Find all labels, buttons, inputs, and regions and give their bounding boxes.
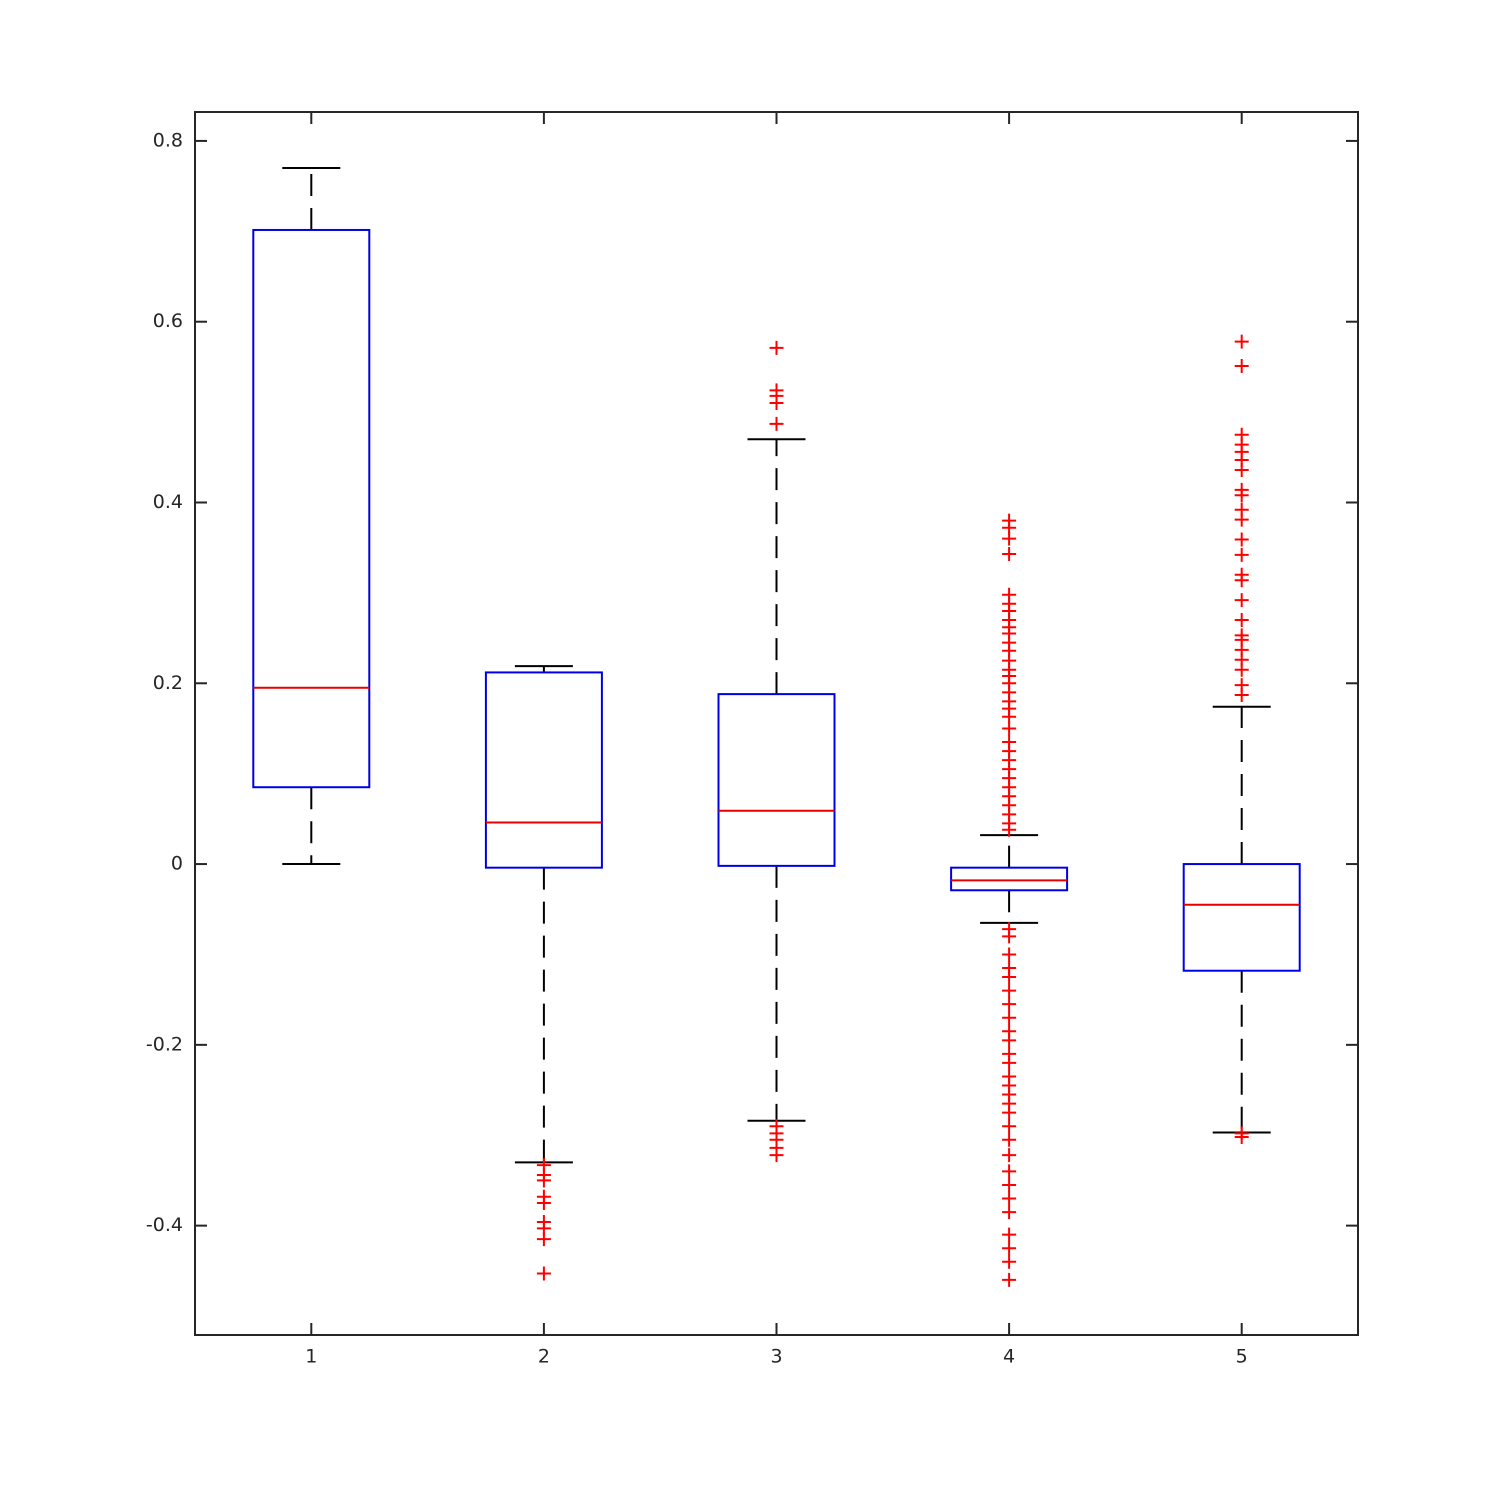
outlier bbox=[1002, 929, 1017, 944]
outlier bbox=[1002, 997, 1017, 1012]
y-tick-label: 0.6 bbox=[153, 310, 183, 332]
x-tick-label: 4 bbox=[1003, 1346, 1015, 1368]
outlier bbox=[1002, 1254, 1017, 1269]
outlier bbox=[1234, 488, 1249, 503]
outlier bbox=[1002, 1132, 1017, 1147]
outlier bbox=[1002, 721, 1017, 736]
outlier bbox=[536, 1196, 551, 1211]
outlier bbox=[1002, 1105, 1017, 1120]
outlier bbox=[1002, 970, 1017, 985]
outlier bbox=[1002, 1177, 1017, 1192]
y-tick-label: 0 bbox=[171, 853, 183, 875]
y-tick-label: 0.8 bbox=[153, 129, 183, 151]
outlier bbox=[1234, 573, 1249, 588]
outlier bbox=[1234, 512, 1249, 527]
outlier bbox=[769, 416, 784, 431]
outlier bbox=[1002, 547, 1017, 562]
outlier bbox=[1234, 462, 1249, 477]
outlier bbox=[1234, 688, 1249, 703]
x-tick-label: 1 bbox=[305, 1346, 317, 1368]
outlier bbox=[1002, 1272, 1017, 1287]
box bbox=[717, 693, 836, 867]
outlier bbox=[1002, 1227, 1017, 1242]
outlier bbox=[1002, 1033, 1017, 1048]
outlier bbox=[1234, 359, 1249, 374]
box bbox=[950, 866, 1069, 892]
outlier bbox=[1002, 1010, 1017, 1025]
x-tick-label: 3 bbox=[770, 1346, 782, 1368]
y-tick-label: 0.2 bbox=[153, 672, 183, 694]
y-tick-label: -0.4 bbox=[146, 1214, 183, 1236]
axes-frame bbox=[194, 111, 1359, 1336]
outlier bbox=[1002, 709, 1017, 724]
outlier bbox=[1002, 822, 1017, 837]
outlier bbox=[1002, 1241, 1017, 1256]
outlier bbox=[536, 1266, 551, 1281]
outlier bbox=[1234, 593, 1249, 608]
outlier bbox=[769, 340, 784, 355]
y-tick-label: -0.2 bbox=[146, 1033, 183, 1055]
outlier bbox=[1234, 547, 1249, 562]
outlier bbox=[769, 1148, 784, 1163]
outlier bbox=[1002, 1164, 1017, 1179]
outlier bbox=[1234, 662, 1249, 677]
box bbox=[484, 671, 603, 869]
x-tick-label: 5 bbox=[1236, 1346, 1248, 1368]
outlier bbox=[1002, 947, 1017, 962]
outlier bbox=[1002, 531, 1017, 546]
y-tick-label: 0.4 bbox=[153, 491, 183, 513]
outlier bbox=[536, 1232, 551, 1247]
outlier bbox=[1234, 1130, 1249, 1145]
outlier bbox=[1234, 613, 1249, 628]
box bbox=[1182, 863, 1301, 972]
outlier bbox=[536, 1173, 551, 1188]
outlier bbox=[1234, 334, 1249, 349]
outlier bbox=[1002, 1148, 1017, 1163]
outlier bbox=[1002, 1119, 1017, 1134]
x-tick-label: 2 bbox=[538, 1346, 550, 1368]
outlier bbox=[1002, 1191, 1017, 1206]
outlier bbox=[1002, 983, 1017, 998]
outlier bbox=[1234, 532, 1249, 547]
outlier bbox=[1002, 1055, 1017, 1070]
outlier bbox=[1002, 1205, 1017, 1220]
outlier bbox=[769, 396, 784, 411]
box bbox=[252, 228, 371, 789]
